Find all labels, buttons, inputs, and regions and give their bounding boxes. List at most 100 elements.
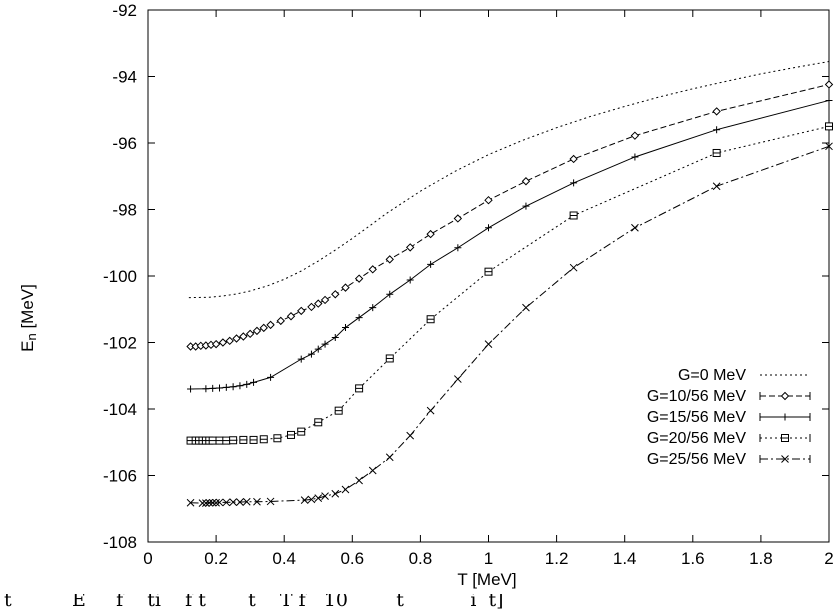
data-point [484, 195, 493, 205]
data-point [354, 274, 364, 283]
data-point [321, 492, 329, 500]
data-point [232, 334, 241, 343]
data-point [386, 290, 394, 298]
data-point [406, 276, 414, 284]
data-point [209, 384, 217, 392]
x-tick-label: 0.2 [204, 549, 228, 568]
series-line [188, 61, 830, 299]
data-point [202, 385, 210, 393]
data-point [229, 383, 237, 391]
data-point [630, 131, 640, 140]
data-point [427, 260, 435, 268]
data-point [229, 498, 237, 506]
series-line [190, 145, 830, 504]
legend-label: G=0 MeV [678, 367, 746, 384]
series-3 [186, 122, 833, 445]
data-point [426, 229, 435, 239]
data-point [385, 453, 394, 462]
data-point [314, 494, 323, 502]
data-point [341, 324, 349, 332]
legend-label: G=10/56 MeV [647, 388, 747, 405]
data-point [250, 378, 258, 386]
data-point [215, 498, 224, 507]
data-point [276, 316, 286, 326]
y-tick-label: -106 [103, 467, 137, 486]
data-point [297, 355, 305, 363]
data-point [225, 336, 234, 346]
data-point [713, 126, 721, 134]
data-point [369, 304, 377, 312]
data-point [406, 431, 415, 440]
data-point [211, 339, 221, 349]
legend-entry-2: G=15/56 MeV [647, 409, 811, 426]
data-point [712, 107, 721, 116]
data-point [218, 338, 228, 347]
x-tick-label: 1 [484, 549, 493, 568]
y-tick-label: -94 [112, 68, 137, 87]
y-tick-label: -108 [103, 533, 137, 552]
data-point [569, 154, 578, 164]
data-point [368, 466, 377, 475]
legend-label: G=25/56 MeV [647, 451, 747, 468]
data-point [236, 382, 244, 390]
data-point [202, 499, 210, 507]
data-point [453, 214, 463, 223]
y-tick-label: -104 [103, 400, 137, 419]
data-point [522, 202, 530, 210]
data-point [426, 406, 435, 415]
data-point [321, 340, 329, 348]
data-point [208, 498, 217, 507]
data-point [253, 497, 261, 506]
data-point [341, 283, 350, 292]
legend-entry-0: G=0 MeV [678, 367, 810, 384]
x-tick-label: 0.4 [272, 549, 296, 568]
plot-area: 0 0.2 0.4 0.6 0.8 1 1.2 1.4 1.6 1.8 2 -108 -106 -104 -… [103, 1, 834, 568]
y-axis-label-subscript: n [24, 333, 39, 340]
data-point [205, 498, 214, 507]
data-point [297, 306, 306, 316]
data-point [485, 224, 492, 232]
data-point [252, 326, 262, 336]
legend-label: G=20/56 MeV [647, 430, 747, 447]
y-tick-label: -102 [103, 334, 137, 353]
data-point [569, 263, 578, 272]
y-axis-label-text: En [MeV] [18, 284, 39, 352]
figure-caption-fragment: t E f ti f t t T f 10 t i t] [4, 589, 504, 610]
data-point [314, 345, 322, 353]
series-4 [186, 142, 833, 507]
series-1 [186, 80, 834, 351]
data-point [307, 495, 316, 504]
data-point [825, 96, 833, 104]
data-point [286, 312, 296, 321]
data-point [521, 177, 531, 186]
data-point [368, 265, 377, 274]
data-point [331, 334, 339, 342]
data-point [320, 295, 330, 305]
data-point [245, 329, 255, 339]
data-point [187, 385, 195, 393]
data-point [631, 153, 639, 161]
x-tick-label: 1.4 [613, 549, 637, 568]
data-point [186, 498, 195, 507]
data-point [307, 302, 316, 312]
data-point [300, 496, 309, 504]
data-point [341, 485, 350, 494]
series-2 [187, 96, 833, 393]
data-point [385, 255, 394, 264]
x-tick-label: 2 [824, 549, 833, 568]
data-point [267, 373, 275, 381]
series-0 [188, 61, 830, 299]
legend-entry-3: G=20/56 MeV [647, 430, 811, 447]
data-point [631, 223, 639, 232]
y-axis-label-unit: [MeV] [18, 284, 37, 333]
legend-entry-1: G=10/56 MeV [647, 388, 811, 405]
data-point [212, 498, 220, 507]
x-tick-label: 0.8 [409, 549, 433, 568]
legend-marker [780, 391, 790, 401]
data-point [239, 332, 248, 341]
data-point [242, 497, 251, 506]
data-point [824, 80, 834, 89]
data-point [484, 340, 493, 349]
data-point [222, 498, 231, 507]
